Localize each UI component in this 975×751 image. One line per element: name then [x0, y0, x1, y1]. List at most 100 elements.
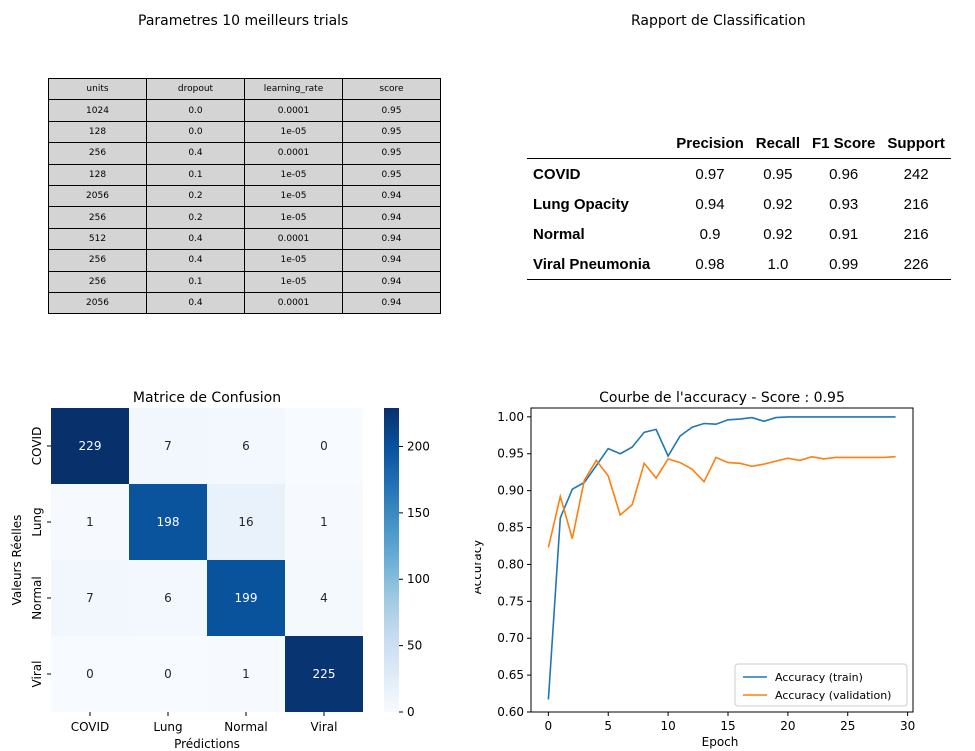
trials-cell: 0.0001	[244, 142, 343, 165]
report-cell: 1.0	[749, 249, 806, 280]
report-cell: 0.96	[829, 165, 859, 183]
accuracy-lines	[547, 416, 896, 700]
heatmap-cell	[285, 408, 363, 484]
colorbar-gradient	[384, 408, 399, 712]
report-cell: 0.95	[763, 165, 793, 183]
trials-cell: 0.0001	[244, 99, 343, 122]
report-col-header: F1 Score	[806, 128, 882, 159]
heatmap-cell	[207, 636, 285, 712]
table-row: COVID 0.97 0.95 0.96 242	[527, 159, 951, 190]
x-tick-label: 10	[660, 719, 675, 733]
table-row: Normal 0.9 0.92 0.91 216	[527, 219, 951, 249]
trials-col-header: units	[48, 77, 147, 101]
report-cell: 0.97	[695, 165, 725, 183]
heatmap-cell	[207, 484, 285, 560]
trials-cell: 0.2	[146, 206, 245, 229]
table-row: 128 0.1 1e-05 0.95	[48, 163, 441, 186]
table-row: 1024 0.0 0.0001 0.95	[48, 99, 441, 122]
y-tick-label: Normal	[30, 576, 44, 619]
trials-cell: 512	[48, 227, 147, 251]
heatmap-value-label: 225	[313, 667, 336, 681]
report-row-label: Normal	[533, 225, 585, 243]
table-row: Lung Opacity 0.94 0.92 0.93 216	[527, 189, 951, 219]
y-tick-label: 0.85	[497, 521, 524, 535]
confusion-matrix-ylabel: Valeurs Réelles	[10, 515, 24, 606]
trials-cell: 0.4	[146, 249, 245, 272]
series-line	[547, 416, 896, 700]
report-cell: 0.99	[806, 249, 882, 280]
x-tick-label: COVID	[71, 720, 110, 734]
accuracy-axes: 0 5 10 15 20 25 30 0.60 0.65 0.70 0.75 0.80 0.85 0.90…	[497, 407, 915, 733]
heatmap-value-label: 4	[320, 591, 328, 605]
trials-cell: 2056	[48, 184, 147, 208]
trials-cell: 1e-05	[244, 163, 343, 186]
report-row-label: COVID	[533, 165, 581, 183]
y-tick-label: 0.70	[497, 631, 524, 645]
legend-label: Accuracy (train)	[775, 671, 863, 684]
x-tick-label: Normal	[224, 720, 267, 734]
trials-cell: 0.0	[146, 99, 245, 122]
report-cell: 0.94	[695, 195, 725, 213]
report-cell: 0.98	[670, 249, 750, 280]
trials-cell: 0.4	[146, 227, 245, 251]
y-tick-label: 1.00	[497, 410, 524, 424]
heatmap-value-label: 7	[86, 591, 94, 605]
trials-cell: 0.0	[146, 120, 245, 144]
trials-cell: 128	[48, 120, 147, 144]
accuracy-chart-title: Courbe de l'accuracy - Score : 0.95	[599, 390, 845, 406]
trials-col-header: score	[342, 77, 441, 101]
trials-cell: 0.94	[342, 249, 441, 272]
x-tick-label: 5	[604, 719, 612, 733]
accuracy-xlabel: Epoch	[702, 735, 739, 749]
colorbar-tick-label: 150	[407, 506, 430, 520]
y-tick-label: COVID	[30, 427, 44, 466]
report-col-header: Recall	[749, 128, 806, 159]
trials-cell: 0.95	[342, 163, 441, 186]
heatmap-value-label: 1	[86, 515, 94, 529]
accuracy-legend: Accuracy (train) Accuracy (validation)	[734, 663, 908, 707]
heatmap-cell	[129, 560, 207, 636]
heatmap-value-label: 0	[320, 439, 328, 453]
trials-cell: 0.95	[342, 99, 441, 122]
heatmap-cell	[285, 636, 363, 712]
report-cell: 0.92	[763, 195, 793, 213]
table-row: 2056 0.2 1e-05 0.94	[48, 184, 441, 208]
plot-frame	[530, 407, 914, 713]
report-cell: 216	[903, 225, 929, 243]
trials-cell: 0.4	[146, 291, 245, 315]
table-row: 512 0.4 0.0001 0.94	[48, 227, 441, 251]
x-tick-label: 30	[900, 719, 915, 733]
report-cell: 242	[903, 165, 929, 183]
confusion-matrix-cells: 229 7 6 0 1 198 16 1 7 6 199 4 0 0 1 225	[51, 408, 363, 712]
colorbar-tick-label: 200	[407, 439, 430, 453]
report-cell: 0.92	[763, 225, 793, 243]
colorbar-tick-label: 50	[407, 639, 422, 653]
x-tick-label: 25	[840, 719, 855, 733]
y-tick-label: Viral	[30, 661, 44, 688]
heatmap-value-label: 0	[86, 667, 94, 681]
trials-cell: 1e-05	[244, 249, 343, 272]
report-cell: 0.9	[699, 225, 721, 243]
trials-cell: 0.94	[342, 291, 441, 315]
trials-cell: 0.0001	[244, 227, 343, 251]
y-tick-label: 0.80	[497, 557, 524, 571]
trials-col-header: learning_rate	[244, 77, 343, 101]
heatmap-value-label: 6	[164, 591, 172, 605]
trials-cell: 0.1	[146, 163, 245, 186]
heatmap-cell	[51, 484, 129, 560]
report-row-label: Lung Opacity	[533, 195, 629, 213]
y-tick-label: 0.60	[497, 705, 524, 719]
heatmap-cell	[51, 408, 129, 484]
trials-col-header: dropout	[146, 77, 245, 101]
trials-cell: 1e-05	[244, 270, 343, 293]
trials-body: 1024 0.0 0.0001 0.95 128 0.0 1e-05 0.95 256 0.4 0.…	[48, 99, 441, 315]
trials-cell: 256	[48, 270, 147, 293]
trials-table-title: Parametres 10 meilleurs trials	[138, 13, 349, 29]
trials-cell: 2056	[48, 291, 147, 315]
heatmap-value-label: 1	[320, 515, 328, 529]
heatmap-cell	[129, 484, 207, 560]
heatmap-cell	[129, 636, 207, 712]
table-row: Viral Pneumonia 0.98 1.0 0.99 226	[527, 249, 951, 280]
report-cell: 226	[881, 249, 951, 280]
trials-cell: 1e-05	[244, 120, 343, 144]
